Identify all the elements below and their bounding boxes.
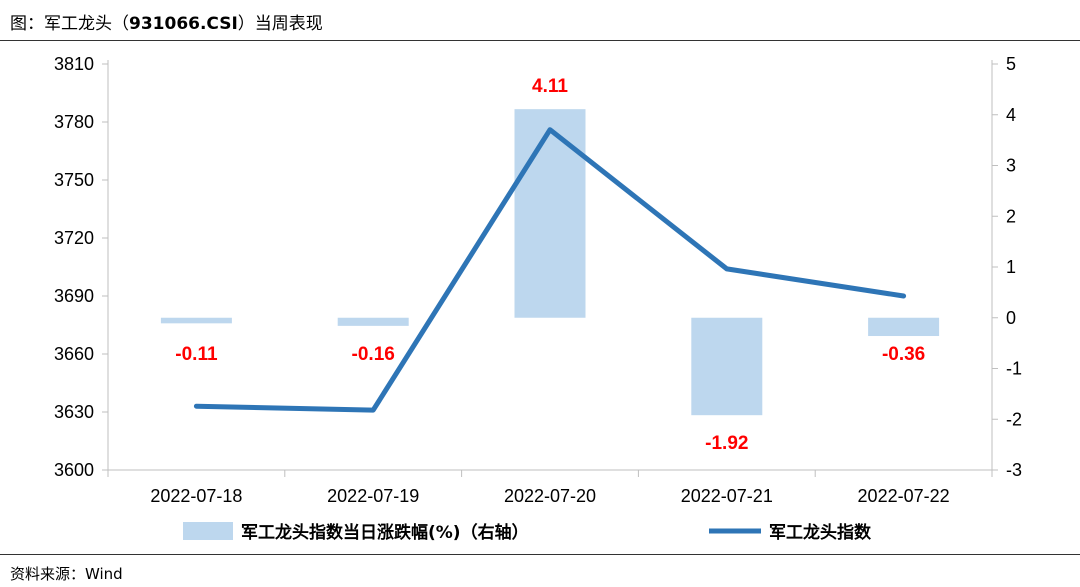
bottom-rule bbox=[0, 554, 1080, 555]
bar-2022-07-19 bbox=[337, 317, 409, 326]
right-tick-label: -1 bbox=[1006, 359, 1022, 379]
data-label-2022-07-20: 4.11 bbox=[532, 76, 568, 97]
right-tick-label: 4 bbox=[1006, 105, 1016, 125]
axes: 3810 3780 3750 3720 3690 3660 3630 3600 5 4 3 2 1 0 -1… bbox=[54, 54, 1022, 506]
left-tick-label: 3660 bbox=[54, 344, 94, 364]
data-labels: -0.11 -0.16 4.11 -1.92 -0.36 bbox=[175, 76, 925, 454]
title-prefix: 图：军工龙头（ bbox=[10, 14, 129, 34]
index-line bbox=[193, 127, 907, 413]
legend-label-line: 军工龙头指数 bbox=[769, 522, 872, 543]
left-tick-label: 3750 bbox=[54, 170, 94, 190]
left-tick-label: 3780 bbox=[54, 112, 94, 132]
source-note: 资料来源：Wind bbox=[10, 565, 123, 583]
left-tick-label: 3720 bbox=[54, 228, 94, 248]
right-tick-label: 1 bbox=[1006, 257, 1016, 277]
x-tick-label: 2022-07-19 bbox=[327, 486, 419, 506]
chart: 3810 3780 3750 3720 3690 3660 3630 3600 5 4 3 2 1 0 -1… bbox=[54, 54, 1022, 543]
bar-series bbox=[160, 109, 940, 416]
x-tick-label: 2022-07-21 bbox=[681, 486, 773, 506]
legend-label-bar: 军工龙头指数当日涨跌幅(%)（右轴） bbox=[241, 522, 529, 543]
data-label-2022-07-18: -0.11 bbox=[175, 344, 218, 365]
legend: 军工龙头指数当日涨跌幅(%)（右轴） 军工龙头指数 bbox=[183, 522, 872, 543]
right-tick-label: 3 bbox=[1006, 156, 1016, 176]
line-series bbox=[193, 127, 907, 413]
right-tick-label: -3 bbox=[1006, 460, 1022, 480]
figure-title: 图：军工龙头（931066.CSI）当周表现 bbox=[10, 9, 323, 34]
title-suffix: ）当周表现 bbox=[237, 14, 323, 34]
right-tick-label: 5 bbox=[1006, 54, 1016, 74]
left-tick-label: 3630 bbox=[54, 402, 94, 422]
data-label-2022-07-19: -0.16 bbox=[352, 344, 395, 365]
bar-2022-07-18 bbox=[160, 317, 232, 324]
top-rule bbox=[0, 40, 1080, 41]
data-label-2022-07-22: -0.36 bbox=[882, 344, 925, 365]
bar-2022-07-22 bbox=[868, 317, 940, 337]
left-tick-label: 3810 bbox=[54, 54, 94, 74]
right-tick-label: 0 bbox=[1006, 308, 1016, 328]
x-tick-label: 2022-07-22 bbox=[858, 486, 950, 506]
right-tick-label: -2 bbox=[1006, 409, 1022, 429]
bar-2022-07-20 bbox=[514, 109, 586, 318]
x-tick-label: 2022-07-18 bbox=[150, 486, 242, 506]
legend-swatch-bar bbox=[183, 522, 233, 540]
title-code: 931066.CSI bbox=[129, 14, 238, 34]
x-tick-label: 2022-07-20 bbox=[504, 486, 596, 506]
bar-2022-07-21 bbox=[691, 317, 763, 416]
data-label-2022-07-21: -1.92 bbox=[705, 433, 748, 454]
left-tick-label: 3600 bbox=[54, 460, 94, 480]
left-tick-label: 3690 bbox=[54, 286, 94, 306]
right-tick-label: 2 bbox=[1006, 206, 1016, 226]
